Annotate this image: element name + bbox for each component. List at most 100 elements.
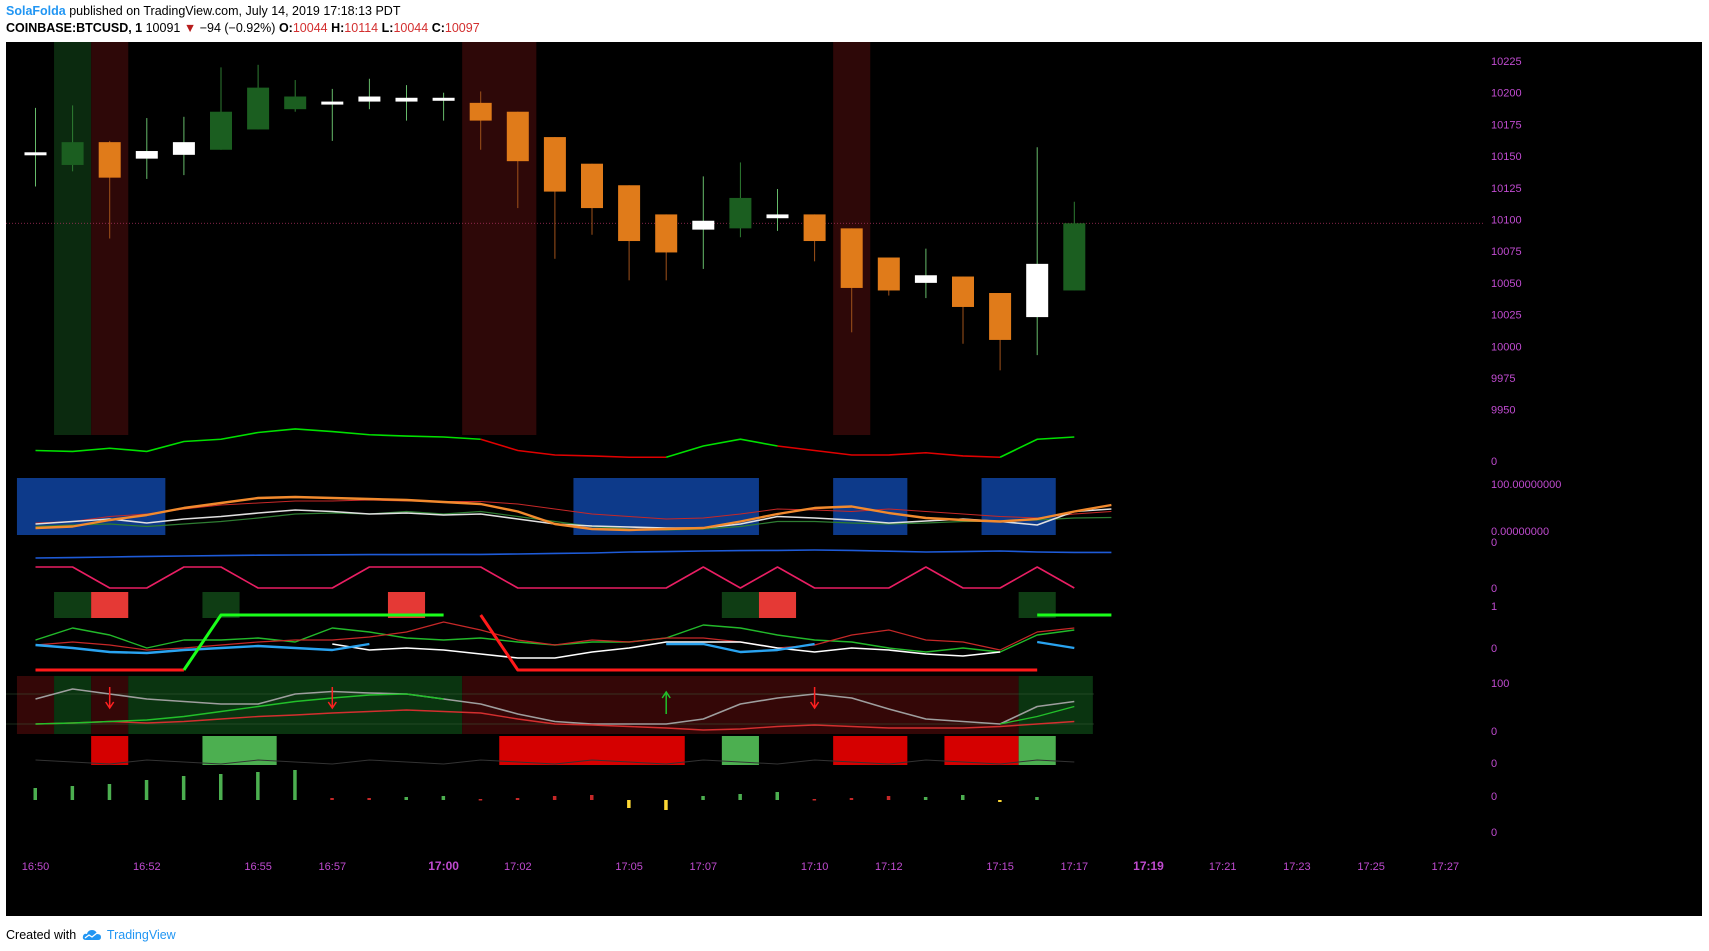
y-tick-label: 9950 [1491, 405, 1515, 417]
candle [432, 97, 455, 101]
momentum-line-blue [666, 642, 815, 654]
x-tick-label: 17:05 [615, 861, 643, 873]
momentum-line-white [332, 641, 1001, 659]
histogram-bar [515, 798, 520, 800]
publish-line: SolaFolda published on TradingView.com, … [6, 4, 400, 18]
pane6-axis-label: 0 [1491, 643, 1497, 655]
candle [655, 214, 678, 253]
histogram-bar [775, 792, 779, 800]
trend-baseline [35, 759, 1075, 765]
candle [581, 163, 603, 209]
momentum-line-blue [35, 642, 370, 655]
stoch-zone-red [462, 676, 1019, 734]
candle [877, 257, 900, 291]
sell-arrow-icon [105, 687, 115, 710]
x-tick-label: 17:21 [1209, 861, 1237, 873]
candle [729, 197, 752, 229]
candle [358, 96, 381, 102]
histogram-bar [441, 796, 446, 800]
histogram-bar [701, 796, 705, 800]
trend-line-red [480, 438, 667, 459]
x-tick-label: 17:19 [1133, 859, 1164, 873]
stoch-zone-green [54, 676, 92, 734]
price-change: −94 (−0.92%) [199, 21, 276, 35]
open-label: O: [278, 21, 293, 35]
trend-line-red [777, 445, 1001, 459]
symbol-name: COINBASE:BTCUSD, 1 [6, 21, 143, 35]
trend-block-red [944, 736, 1019, 765]
pane7-axis-bottom: 0 [1491, 726, 1497, 738]
x-tick-label: 16:57 [319, 861, 347, 873]
chart-area[interactable]: 10225 10200 10175 10150 10125 10100 10075 10050… [6, 42, 1702, 916]
oversold-block [981, 478, 1056, 535]
histogram-bar [478, 799, 483, 801]
y-tick-label: 10175 [1491, 119, 1522, 131]
stoch-line-gray [35, 688, 1075, 725]
volume-ma-line [35, 549, 1112, 559]
histogram-bar [923, 797, 928, 800]
y-tick-label: 10200 [1491, 88, 1522, 100]
close-label: C: [431, 21, 445, 35]
trend-stop-red [479, 614, 1038, 672]
signal-block-green [54, 592, 92, 618]
pane9-axis-label-bottom: 0 [1491, 827, 1497, 839]
high-value: 10114 [344, 21, 379, 35]
candle [210, 111, 232, 150]
candle [24, 152, 47, 156]
price-chart[interactable]: 1022510200101751015010125101001007510050… [6, 42, 1702, 916]
candle [321, 101, 344, 105]
last-price: 10091 [145, 21, 181, 35]
candle [618, 185, 641, 242]
pane2-axis-bottom: 0.00000000 [1491, 526, 1549, 538]
histogram-bar [293, 770, 297, 800]
y-tick-label: 10150 [1491, 151, 1522, 163]
sell-arrow-icon [327, 687, 337, 710]
trend-block-green [721, 736, 759, 765]
candle [692, 220, 715, 230]
osc-line-red [35, 499, 1112, 524]
candle [469, 102, 492, 121]
stoch-zone-green [128, 676, 463, 734]
stoch-zone-red [16, 676, 55, 734]
stoch-zone-green [1018, 676, 1093, 734]
x-tick-label: 16:50 [22, 861, 50, 873]
x-tick-label: 17:27 [1432, 861, 1460, 873]
tradingview-cloud-icon [82, 930, 101, 940]
osc-line-orange [35, 495, 1112, 532]
x-tick-label: 17:17 [1061, 861, 1089, 873]
highlight-band-2 [462, 42, 537, 435]
x-tick-label: 17:10 [801, 861, 829, 873]
histogram-bar [590, 795, 594, 800]
pane8-axis-label: 0 [1491, 758, 1497, 770]
histogram-bar [181, 776, 186, 800]
candle [247, 87, 270, 130]
x-tick-label: 16:55 [244, 861, 272, 873]
pane1-axis-label: 0 [1491, 456, 1497, 468]
candle [766, 214, 789, 219]
signal-zigzag-line [35, 566, 1075, 589]
histogram-bar [738, 794, 742, 800]
histogram-bar [70, 786, 75, 800]
histogram-bar [33, 788, 37, 800]
low-label: L: [381, 21, 394, 35]
histogram-bar [144, 780, 149, 800]
histogram-bar [812, 799, 817, 801]
candle [914, 275, 937, 283]
pane5-axis-label: 1 [1491, 601, 1497, 613]
candle [284, 96, 307, 110]
stoch-line-red [35, 709, 1075, 731]
stoch-line-green [35, 693, 444, 725]
trend-stop-green [182, 613, 444, 671]
trend-block-red [499, 736, 685, 765]
candle [61, 142, 84, 165]
pane4-axis-label: 0 [1491, 583, 1497, 595]
y-tick-label: 9975 [1491, 373, 1515, 385]
open-value: 10044 [292, 21, 328, 35]
tradingview-link[interactable]: TradingView [106, 928, 176, 942]
sell-arrow-icon [809, 687, 820, 710]
histogram-bar [367, 798, 371, 800]
author-link[interactable]: SolaFolda [6, 4, 66, 18]
high-label: H: [331, 21, 345, 35]
candle [1063, 223, 1086, 291]
osc-line-green [35, 510, 1112, 531]
